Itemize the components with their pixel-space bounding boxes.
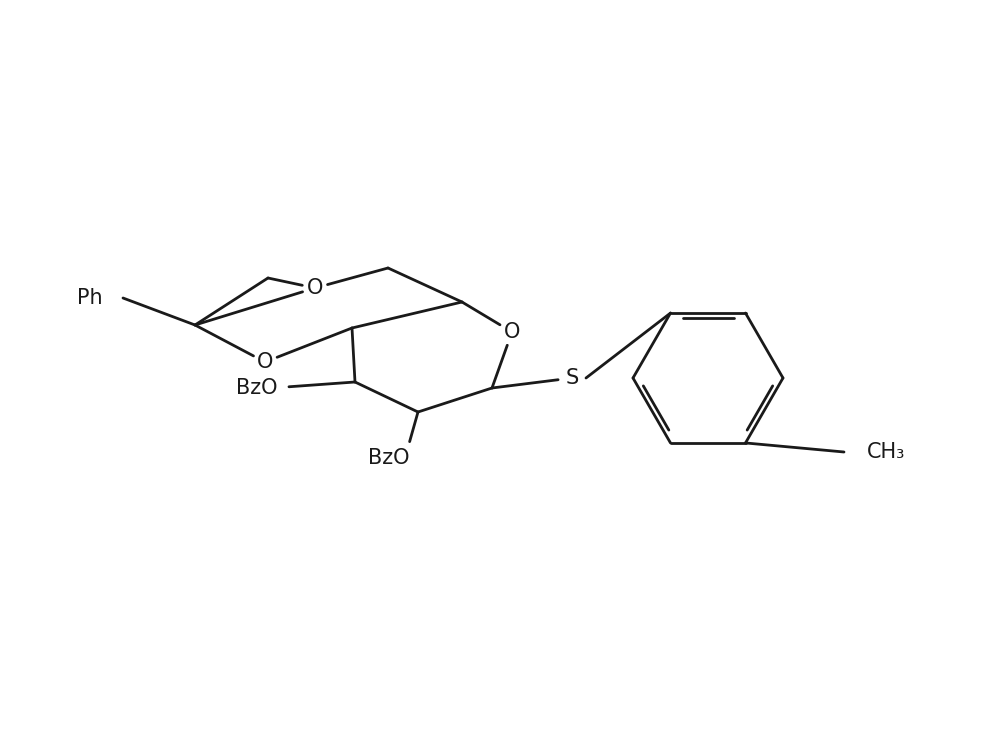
Text: CH₃: CH₃ — [867, 442, 905, 462]
Text: Ph: Ph — [77, 288, 103, 308]
Text: O: O — [307, 278, 323, 298]
Text: O: O — [504, 322, 520, 342]
Text: BzO: BzO — [236, 378, 277, 398]
Text: S: S — [565, 368, 579, 388]
Text: O: O — [257, 352, 273, 372]
Text: BzO: BzO — [368, 448, 410, 468]
